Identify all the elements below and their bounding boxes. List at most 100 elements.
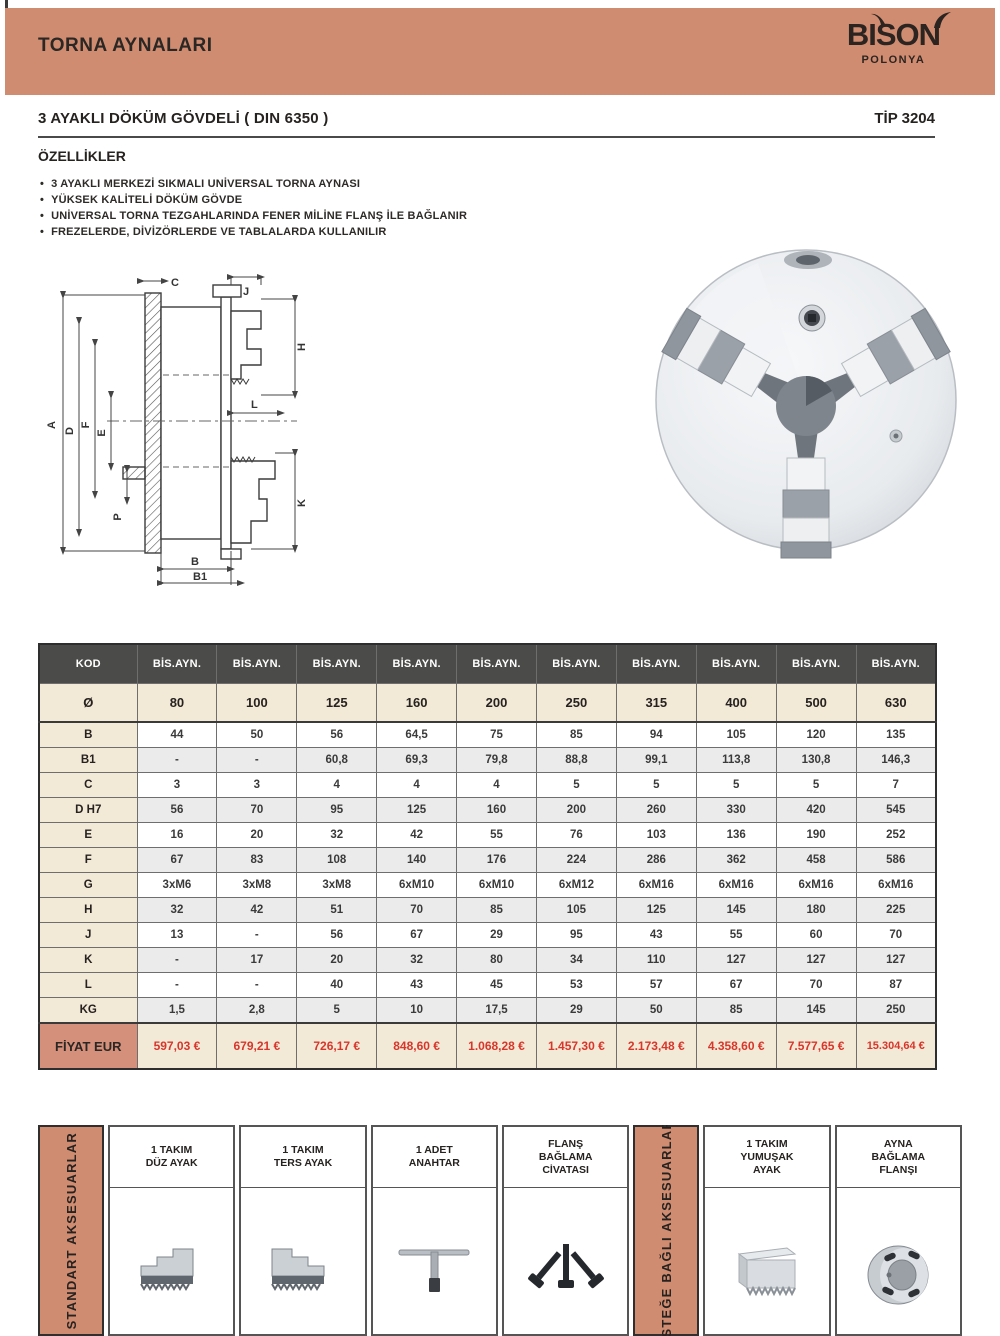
table-row: J 13 - 56 67 29 95 43 55 60 70 <box>38 922 937 948</box>
table-cell: 32 <box>296 822 378 848</box>
table-cell: 42 <box>216 897 298 923</box>
product-photo <box>638 238 968 568</box>
table-cell: 75 <box>456 721 537 748</box>
table-cell: 83 <box>216 847 298 873</box>
table-cell: 362 <box>695 847 777 873</box>
table-cell: 45 <box>456 972 537 998</box>
table-row: F 67 83 108 140 176 224 286 362 458 586 <box>38 847 937 873</box>
table-cell: 3 <box>136 772 218 798</box>
table-header-cell: BİS.AYN. <box>136 643 218 684</box>
brand-logo: BISON POLONYA <box>846 12 951 66</box>
bison-horn-icon <box>934 12 951 28</box>
table-cell: 125 <box>376 797 458 823</box>
table-cell: 6xM16 <box>855 872 937 898</box>
features-list: 3 AYAKLI MERKEZİ SIKMALI UNİVERSAL TORNA… <box>40 176 467 240</box>
table-cell: 10 <box>376 997 458 1024</box>
table-cell: 630 <box>855 683 937 723</box>
mounting-bolts-icon <box>527 1244 604 1289</box>
feature-item: FREZELERDE, DİVİZÖRLERDE VE TABLALARDA K… <box>40 224 467 240</box>
row-label: D H7 <box>38 797 138 823</box>
feature-item: YÜKSEK KALİTELİ DÖKÜM GÖVDE <box>40 192 467 208</box>
diameter-row: Ø 80 100 125 160 200 250 315 400 500 630 <box>38 683 937 723</box>
table-cell: 5 <box>296 997 378 1024</box>
table-cell: 330 <box>695 797 777 823</box>
table-cell: 586 <box>855 847 937 873</box>
table-row: D H7 56 70 95 125 160 200 260 330 420 54… <box>38 797 937 823</box>
table-cell: - <box>136 947 218 973</box>
table-cell: 4 <box>456 772 537 798</box>
table-cell: 76 <box>535 822 617 848</box>
dim-label-j: J <box>243 286 249 298</box>
table-cell: 176 <box>456 847 537 873</box>
table-cell: 20 <box>296 947 378 973</box>
table-cell: 286 <box>615 847 697 873</box>
table-cell: 67 <box>376 922 458 948</box>
table-cell: 3 <box>216 772 298 798</box>
table-header-cell: BİS.AYN. <box>216 643 298 684</box>
table-cell: 40 <box>296 972 378 998</box>
table-cell: 225 <box>855 897 937 923</box>
chuck-key-icon <box>398 1249 470 1292</box>
dim-label-b1: B1 <box>193 571 207 583</box>
table-row: B1 - - 60,8 69,3 79,8 88,8 99,1 113,8 13… <box>38 747 937 773</box>
accessory-column-mounting-bolts: FLANŞ BAĞLAMA CİVATASI <box>501 1125 630 1336</box>
table-cell: 315 <box>615 683 697 723</box>
table-cell: 224 <box>535 847 617 873</box>
table-cell: 160 <box>456 797 537 823</box>
row-label: L <box>38 972 138 998</box>
straight-jaw-icon <box>139 1248 194 1291</box>
table-cell: - <box>136 747 218 773</box>
table-cell: 69,3 <box>376 747 458 773</box>
table-cell: 140 <box>376 847 458 873</box>
table-cell: 260 <box>615 797 697 823</box>
table-cell: 127 <box>855 947 937 973</box>
dim-label-f: F <box>80 421 92 428</box>
soft-jaw-icon <box>737 1247 797 1297</box>
table-cell: 180 <box>775 897 857 923</box>
table-cell: 160 <box>376 683 458 723</box>
table-cell: 6xM16 <box>695 872 777 898</box>
table-cell: 88,8 <box>535 747 617 773</box>
table-cell: 4 <box>376 772 458 798</box>
accessory-column-mounting-flange: AYNA BAĞLAMA FLANŞI <box>834 1125 962 1336</box>
table-row: K - 17 20 32 80 34 110 127 127 127 <box>38 947 937 973</box>
brand-text: BISON <box>846 17 941 52</box>
table-cell: 5 <box>535 772 617 798</box>
table-cell: 7 <box>855 772 937 798</box>
table-cell: 2,8 <box>216 997 298 1024</box>
brand-name: BISON <box>846 12 951 52</box>
table-cell: 200 <box>456 683 537 723</box>
dim-label-b: B <box>191 556 199 568</box>
accessory-label: 1 TAKIM YUMUŞAK AYAK <box>705 1127 829 1188</box>
row-label: K <box>38 947 138 973</box>
table-cell: 125 <box>296 683 378 723</box>
price-cell: 597,03 € <box>136 1022 218 1070</box>
dim-label-l: L <box>251 399 258 411</box>
table-cell: 5 <box>615 772 697 798</box>
table-header-kod: KOD <box>38 643 138 684</box>
table-cell: 94 <box>615 721 697 748</box>
table-cell: 3xM8 <box>216 872 298 898</box>
table-cell: 103 <box>615 822 697 848</box>
accessories-panel: STANDART AKSESUARLAR 1 TAKIM DÜZ AYAK 1 … <box>38 1125 962 1336</box>
table-row: E 16 20 32 42 55 76 103 136 190 252 <box>38 822 937 848</box>
table-cell: 127 <box>775 947 857 973</box>
table-cell: 125 <box>615 897 697 923</box>
dim-label-p: P <box>112 513 124 520</box>
accessory-column-straight-jaw: 1 TAKIM DÜZ AYAK <box>108 1125 236 1336</box>
table-cell: 85 <box>456 897 537 923</box>
table-cell: 43 <box>376 972 458 998</box>
price-cell: 2.173,48 € <box>615 1022 697 1070</box>
table-row: G 3xM6 3xM8 3xM8 6xM10 6xM10 6xM12 6xM16… <box>38 872 937 898</box>
price-cell: 7.577,65 € <box>775 1022 857 1070</box>
table-row: L - - 40 43 45 53 57 67 70 87 <box>38 972 937 998</box>
dim-label-k: K <box>296 499 308 507</box>
table-header-cell: BİS.AYN. <box>296 643 378 684</box>
price-cell: 726,17 € <box>296 1022 378 1070</box>
table-header-cell: BİS.AYN. <box>695 643 777 684</box>
table-header-cell: BİS.AYN. <box>376 643 458 684</box>
table-cell: 87 <box>855 972 937 998</box>
price-cell: 1.457,30 € <box>535 1022 617 1070</box>
price-cell: 848,60 € <box>376 1022 458 1070</box>
table-cell: 136 <box>695 822 777 848</box>
